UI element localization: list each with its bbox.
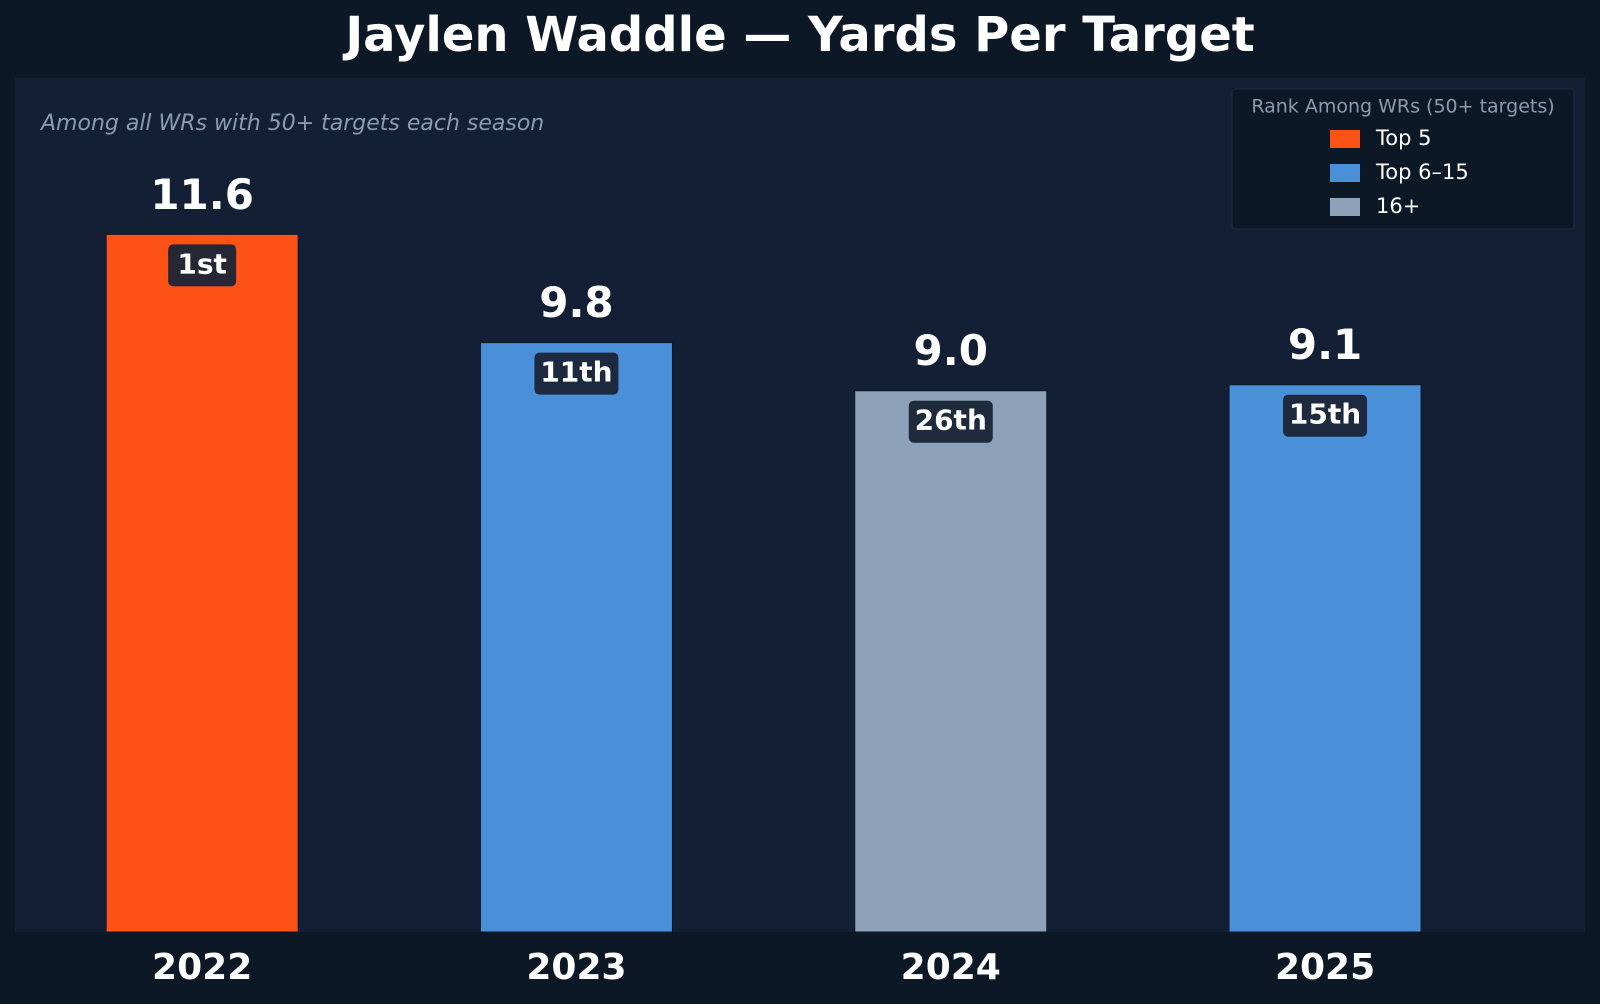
- rank-badge: [908, 400, 993, 443]
- legend-title: Rank Among WRs (50+ targets): [1251, 96, 1554, 118]
- chart-title: Jaylen Waddle — Yards Per Target: [342, 7, 1254, 63]
- rank-badge: [168, 244, 237, 287]
- legend-swatch: [1330, 198, 1360, 216]
- bar: [479, 342, 673, 933]
- rank-label: 26th: [915, 404, 987, 437]
- x-tick-label: 2025: [1275, 947, 1375, 988]
- value-label: 9.8: [539, 278, 613, 327]
- value-label: 9.0: [914, 326, 988, 375]
- rank-badge: [1283, 394, 1368, 437]
- rank-badge: [534, 352, 619, 395]
- value-label: 9.1: [1288, 320, 1362, 369]
- rank-label: 15th: [1289, 398, 1361, 431]
- rank-label: 1st: [177, 247, 227, 280]
- legend-box: [1231, 88, 1575, 230]
- legend-label: Top 5: [1375, 126, 1431, 150]
- x-tick-label: 2023: [526, 947, 626, 988]
- x-tick-label: 2022: [152, 947, 252, 988]
- x-tick-label: 2024: [901, 947, 1001, 988]
- rank-label: 11th: [540, 356, 612, 389]
- legend-swatch: [1330, 130, 1360, 148]
- bar: [854, 390, 1048, 933]
- bar: [105, 233, 299, 933]
- legend-label: 16+: [1376, 194, 1420, 218]
- bar: [1228, 384, 1422, 933]
- legend-label: Top 6–15: [1375, 160, 1469, 184]
- legend-swatch: [1330, 164, 1360, 182]
- value-label: 11.6: [150, 170, 254, 219]
- subtitle: Among all WRs with 50+ targets each seas…: [39, 111, 544, 136]
